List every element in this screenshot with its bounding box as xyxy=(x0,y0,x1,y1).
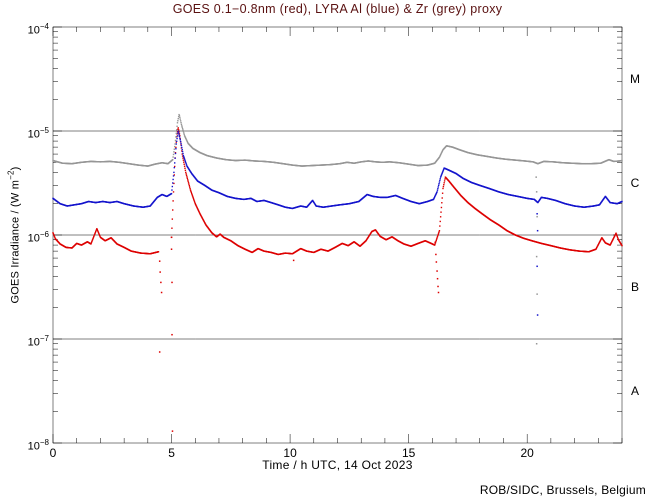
x-tick-label: 15 xyxy=(401,446,416,460)
x-tick-label: 5 xyxy=(168,446,175,460)
y-tick-label: 10−8 xyxy=(27,438,49,453)
flare-class-label-m: M xyxy=(630,72,640,86)
y-axis-label-exponent: −2 xyxy=(6,170,16,180)
y-tick-label: 10−4 xyxy=(27,22,49,37)
x-tick-label: 20 xyxy=(520,446,534,460)
y-tick-label: 10−7 xyxy=(27,334,49,349)
x-tick-label: 10 xyxy=(283,446,297,460)
chart-title: GOES 0.1−0.8nm (red), LYRA Al (blue) & Z… xyxy=(172,2,503,16)
y-axis-label-close: ) xyxy=(9,166,22,171)
x-tick-label: 0 xyxy=(49,446,57,460)
y-tick-label: 10−6 xyxy=(27,230,49,245)
flare-class-label-a: A xyxy=(630,384,639,398)
flare-class-label-c: C xyxy=(630,176,640,190)
credit-text: ROB/SIDC, Brussels, Belgium xyxy=(479,483,646,497)
y-tick-label: 10−5 xyxy=(27,126,49,141)
x-axis-label: Time / h UTC, 14 Oct 2023 xyxy=(262,458,413,472)
flare-class-label-b: B xyxy=(630,280,639,294)
